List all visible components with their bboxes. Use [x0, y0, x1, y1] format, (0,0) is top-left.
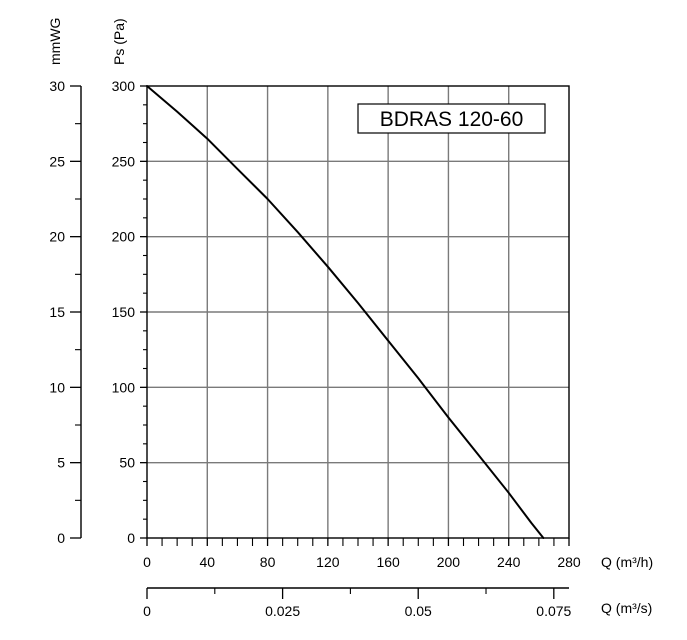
performance-curve: [146, 85, 545, 539]
model-label: BDRAS 120-60: [380, 108, 524, 131]
y-primary-tick-label: 250: [112, 153, 136, 169]
x-secondary-axis: 0 0.025 0.05 0.075: [143, 587, 572, 619]
model-label-box: [357, 103, 546, 134]
y-secondary-tick-label: 25: [49, 153, 65, 169]
y-secondary-tick-label: 5: [57, 455, 65, 471]
y-secondary-axis-title: mmWG: [47, 18, 63, 65]
x-primary-tick-label: 120: [316, 554, 340, 570]
y-secondary-tick-label: 20: [49, 229, 65, 245]
x-primary-axis: 0 40 80 120 160 200 240 280: [143, 538, 581, 570]
x-secondary-tick-label: 0.075: [536, 603, 571, 619]
y-primary-axis-title: Ps (Pa): [111, 18, 127, 65]
x-secondary-tick-label: 0: [143, 603, 151, 619]
x-secondary-axis-title: Q (m³/s): [601, 600, 652, 616]
y-primary-tick-label: 300: [112, 78, 136, 94]
y-primary-axis: 0 50 100 150 200 250 300: [112, 78, 147, 546]
x-primary-tick-label: 80: [260, 554, 276, 570]
x-primary-tick-label: 280: [557, 554, 581, 570]
series-layer: [146, 85, 545, 539]
y-secondary-tick-label: 0: [57, 530, 65, 546]
x-primary-axis-title: Q (m³/h): [601, 554, 653, 570]
y-secondary-axis: 0 5 10 15 20 25 30: [49, 78, 82, 546]
x-secondary-tick-label: 0.025: [265, 603, 300, 619]
y-primary-tick-label: 200: [112, 229, 136, 245]
y-primary-tick-label: 100: [112, 379, 136, 395]
x-secondary-tick-label: 0.05: [405, 603, 432, 619]
y-primary-tick-label: 0: [127, 530, 135, 546]
x-primary-tick-label: 160: [376, 554, 400, 570]
x-primary-tick-label: 240: [497, 554, 521, 570]
grid: [147, 86, 569, 538]
x-primary-tick-label: 0: [143, 554, 151, 570]
y-secondary-tick-label: 15: [49, 304, 65, 320]
y-primary-tick-label: 150: [112, 304, 136, 320]
x-primary-tick-label: 40: [199, 554, 215, 570]
y-secondary-tick-label: 30: [49, 78, 65, 94]
x-primary-tick-label: 200: [437, 554, 461, 570]
y-primary-tick-label: 50: [119, 455, 135, 471]
y-secondary-tick-label: 10: [49, 379, 65, 395]
